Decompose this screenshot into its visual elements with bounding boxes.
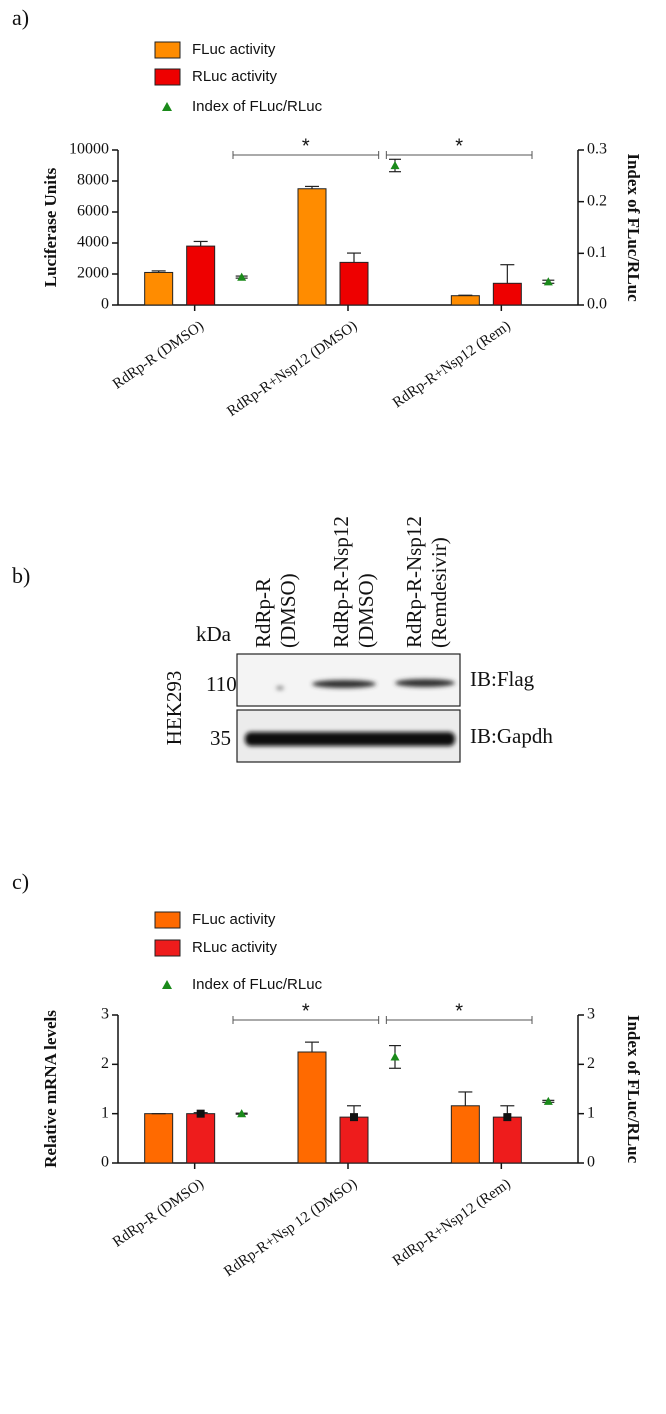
y2-tick-label: 1 (587, 1104, 595, 1121)
y2-tick-label: 2 (587, 1055, 595, 1072)
figure: a) b) c) kDa HEK293 110 35 IB:Flag IB:Ga… (0, 0, 666, 1414)
y-tick-label: 6000 (77, 203, 109, 220)
bar (451, 1106, 479, 1163)
y2-axis-label: Index of FLuc/RLuc (624, 153, 643, 302)
panel-label: b) (12, 563, 30, 588)
antibody-label: IB:Gapdh (470, 724, 553, 748)
legend-label: Index of FLuc/RLuc (192, 976, 323, 993)
legend-label: RLuc activity (192, 68, 278, 85)
legend-marker (162, 980, 172, 989)
bar (340, 262, 368, 305)
size-label: 110 (206, 672, 237, 696)
y-tick-label: 3 (101, 1006, 109, 1023)
y-axis-label: Luciferase Units (41, 167, 60, 287)
panel-label: c) (12, 869, 29, 894)
legend-label: FLuc activity (192, 41, 276, 58)
point (544, 277, 553, 285)
kda-label: kDa (196, 622, 232, 646)
y2-tick-label: 0.3 (587, 141, 607, 158)
y-tick-label: 2000 (77, 265, 109, 282)
y2-tick-label: 0.2 (587, 192, 607, 209)
bar (340, 1117, 368, 1163)
bar (145, 272, 173, 305)
lane-label: RdRp-R-Nsp12 (329, 516, 353, 648)
legend-label: FLuc activity (192, 911, 276, 928)
mean-marker (197, 1110, 205, 1118)
significance-label: * (302, 135, 310, 157)
bar (451, 296, 479, 305)
legend-marker (162, 102, 172, 111)
bar (298, 1052, 326, 1163)
y-tick-label: 0 (101, 296, 109, 313)
y-tick-label: 4000 (77, 234, 109, 251)
bar (187, 246, 215, 305)
significance-label: * (455, 1000, 463, 1022)
lane-label: (DMSO) (354, 573, 378, 648)
antibody-label: IB:Flag (470, 667, 535, 691)
legend-label: Index of FLuc/RLuc (192, 98, 323, 115)
size-label: 35 (210, 726, 231, 750)
panel-label: a) (12, 5, 29, 30)
x-tick-label: RdRp-R (DMSO) (110, 318, 207, 393)
y2-tick-label: 0.1 (587, 244, 607, 261)
legend-swatch (155, 912, 180, 928)
bar (145, 1114, 173, 1163)
y-tick-label: 2 (101, 1055, 109, 1072)
significance-label: * (302, 1000, 310, 1022)
y2-tick-label: 0.0 (587, 296, 607, 313)
lane-label: (DMSO) (276, 573, 300, 648)
x-tick-label: RdRp-R (DMSO) (110, 1176, 207, 1251)
legend-swatch (155, 69, 180, 85)
legend-swatch (155, 42, 180, 58)
y2-tick-label: 0 (587, 1154, 595, 1171)
y-axis-label: Relative mRNA levels (41, 1010, 60, 1168)
point (391, 1052, 400, 1060)
point (391, 161, 400, 169)
x-tick-label: RdRp-R+Nsp 12 (DMSO) (221, 1176, 360, 1280)
mean-marker (503, 1113, 511, 1121)
mean-marker (350, 1113, 358, 1121)
lane-label: RdRp-R (251, 578, 275, 648)
cell-line: HEK293 (162, 671, 186, 746)
x-tick-label: RdRp-R+Nsp12 (Rem) (390, 318, 514, 411)
bar (493, 1117, 521, 1163)
bar (493, 283, 521, 305)
y-tick-label: 8000 (77, 172, 109, 189)
y-tick-label: 1 (101, 1104, 109, 1121)
y2-axis-label: Index of FLuc/RLuc (624, 1015, 643, 1164)
y2-tick-label: 3 (587, 1006, 595, 1023)
significance-label: * (455, 135, 463, 157)
legend-swatch (155, 940, 180, 956)
bar (298, 189, 326, 305)
y-tick-label: 10000 (69, 141, 109, 158)
y-tick-label: 0 (101, 1154, 109, 1171)
x-tick-label: RdRp-R+Nsp12 (Rem) (390, 1176, 514, 1269)
lane-label: (Remdesivir) (427, 537, 451, 648)
x-tick-label: RdRp-R+Nsp12 (DMSO) (224, 318, 360, 420)
lane-label: RdRp-R-Nsp12 (402, 516, 426, 648)
bar (187, 1114, 215, 1163)
legend-label: RLuc activity (192, 939, 278, 956)
